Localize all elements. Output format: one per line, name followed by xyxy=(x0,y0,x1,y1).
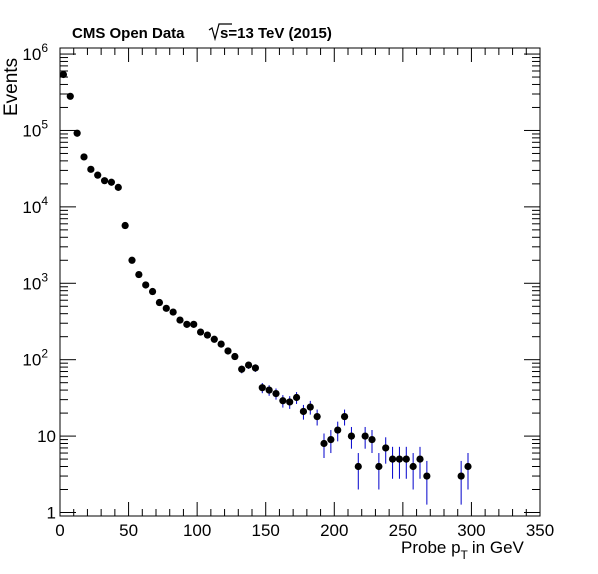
y-tick-exponent: 6 xyxy=(41,41,48,55)
sqrt-sign xyxy=(208,23,232,42)
data-point xyxy=(121,221,129,230)
chart-title: CMS Open Data xyxy=(72,25,185,42)
y-tick-exponent: 3 xyxy=(41,270,48,284)
data-point xyxy=(292,393,301,402)
data-point xyxy=(87,165,95,173)
data-point xyxy=(395,455,404,463)
data-point xyxy=(388,455,397,463)
y-tick-base: 10 xyxy=(22,45,41,64)
x-tick-label: 250 xyxy=(389,521,417,540)
data-point xyxy=(196,328,205,336)
data-point xyxy=(327,435,335,444)
data-point xyxy=(340,412,349,421)
y-tick-base: 10 xyxy=(22,351,41,370)
y-tick-label: 106 xyxy=(22,41,48,64)
data-point xyxy=(457,472,465,480)
y-tick-base: 10 xyxy=(22,198,41,217)
x-tick-label: 50 xyxy=(119,521,138,540)
data-point xyxy=(162,304,170,312)
data-point xyxy=(114,183,122,191)
data-point xyxy=(155,298,164,307)
data-point xyxy=(313,412,321,421)
data-point xyxy=(190,320,198,328)
data-point xyxy=(142,281,150,289)
data-point xyxy=(361,432,369,440)
data-point xyxy=(217,340,225,348)
data-point xyxy=(464,462,472,471)
data-point xyxy=(409,462,417,471)
y-axis-label: Events xyxy=(1,58,22,116)
energy-label: s=13 TeV (2015) xyxy=(220,25,332,42)
data-point xyxy=(299,407,308,416)
data-point xyxy=(176,316,184,324)
data-point xyxy=(59,70,68,79)
y-tick-label: 102 xyxy=(22,347,48,370)
data-point xyxy=(286,398,294,406)
y-tick-base: 10 xyxy=(22,121,41,140)
data-point xyxy=(251,364,260,372)
data-point xyxy=(107,178,116,186)
y-tick-label: 1 xyxy=(47,504,56,523)
y-tick-exponent: 5 xyxy=(41,117,48,131)
data-point xyxy=(231,352,239,361)
data-point xyxy=(368,435,376,444)
x-axis-label: Probe pT in GeV xyxy=(401,538,525,562)
x-tick-label: 0 xyxy=(55,521,64,540)
x-axis-label-main: Probe p xyxy=(401,538,461,557)
data-point xyxy=(148,287,157,296)
data-point xyxy=(128,256,136,264)
data-point xyxy=(224,347,232,355)
x-axis-label-tail: in GeV xyxy=(472,538,525,557)
y-tick-label: 105 xyxy=(22,117,48,140)
y-tick-exponent: 4 xyxy=(41,194,48,208)
data-point xyxy=(135,270,143,279)
data-point xyxy=(306,403,314,411)
data-point xyxy=(354,462,362,471)
data-point xyxy=(382,444,390,452)
data-point xyxy=(66,92,74,100)
x-axis-label-sub: T xyxy=(461,548,469,562)
data-point xyxy=(203,331,212,339)
data-point xyxy=(320,439,328,448)
y-tick-label: 10 xyxy=(37,427,56,446)
data-point xyxy=(272,389,280,398)
data-point xyxy=(80,153,88,161)
x-tick-label: 200 xyxy=(320,521,348,540)
x-tick-label: 100 xyxy=(183,521,211,540)
data-point xyxy=(169,308,177,316)
data-point xyxy=(238,365,246,373)
x-tick-label: 350 xyxy=(526,521,554,540)
data-point xyxy=(265,386,273,394)
y-tick-label: 103 xyxy=(22,270,48,293)
data-point xyxy=(334,426,342,434)
y-tick-base: 10 xyxy=(22,274,41,293)
x-tick-label: 300 xyxy=(457,521,485,540)
x-tick-label: 150 xyxy=(252,521,280,540)
y-tick-label: 104 xyxy=(22,194,48,217)
data-point xyxy=(100,177,109,185)
y-tick-exponent: 2 xyxy=(41,347,48,361)
data-point xyxy=(279,397,287,405)
data-point xyxy=(347,432,356,440)
data-point xyxy=(183,320,191,328)
data-point xyxy=(423,472,431,480)
data-point xyxy=(416,455,424,463)
data-point xyxy=(244,361,253,369)
data-point xyxy=(258,384,266,392)
data-point xyxy=(73,129,81,137)
data-point xyxy=(94,171,102,179)
data-point xyxy=(210,335,218,343)
data-point xyxy=(375,462,383,471)
data-point xyxy=(402,455,410,463)
plot-frame xyxy=(59,47,541,517)
